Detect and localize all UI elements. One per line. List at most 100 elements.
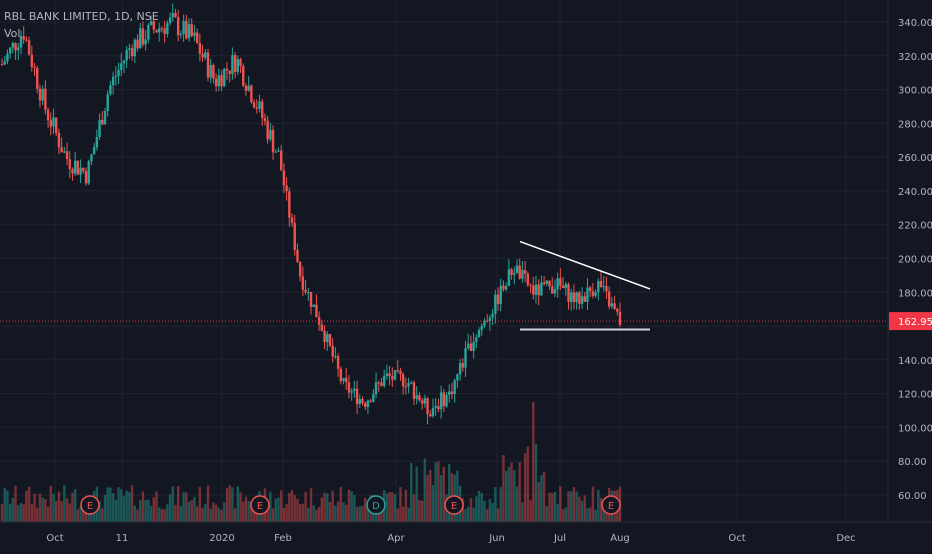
candle-body: [136, 39, 139, 49]
volume-bar: [171, 486, 174, 522]
volume-bar: [461, 498, 464, 522]
candle-body: [52, 117, 55, 127]
volume-bar: [396, 508, 399, 522]
volume-bar: [269, 491, 272, 522]
volume-bar: [350, 491, 353, 522]
volume-bar: [358, 506, 361, 522]
candle-body: [372, 394, 375, 402]
candle-body: [90, 154, 93, 162]
volume-bar: [79, 506, 82, 522]
candle-body: [258, 101, 261, 109]
volume-bar: [0, 503, 4, 522]
volume-bar: [317, 507, 321, 522]
candle-body: [239, 59, 242, 67]
candle-body: [60, 147, 63, 153]
time-axis[interactable]: Oct 11 2020 Feb Apr Jun Jul Aug Oct Dec: [0, 521, 932, 550]
volume-bar: [480, 493, 483, 522]
candle-body: [44, 88, 47, 110]
candle-body: [163, 28, 166, 34]
candle-body: [439, 392, 443, 410]
volume-bar: [52, 493, 55, 522]
candle-body: [117, 69, 120, 77]
volume-bar: [57, 491, 61, 522]
candle-body: [298, 261, 302, 277]
time-tick-label: Jul: [553, 533, 566, 544]
volume-bar: [507, 467, 511, 522]
candle-body: [290, 217, 294, 224]
volume-bar: [41, 497, 44, 522]
candle-body: [575, 292, 578, 303]
candle-body: [472, 342, 475, 352]
volume-bars: [0, 402, 622, 522]
candle-body: [347, 382, 351, 393]
volume-bar: [163, 509, 166, 522]
candle-body: [445, 394, 448, 407]
candle-body: [103, 111, 107, 125]
candle-body: [49, 120, 52, 127]
candle-body: [423, 398, 427, 404]
candle-body: [160, 28, 164, 30]
candle-body: [429, 414, 432, 417]
volume-bar: [415, 466, 418, 522]
event-label: E: [451, 501, 457, 512]
candle-body: [252, 102, 256, 108]
resistance-trendline[interactable]: [519, 240, 651, 290]
earnings-marker[interactable]: E: [80, 495, 100, 515]
candle-body: [591, 291, 595, 296]
candle-body: [518, 265, 521, 279]
candle-body: [147, 24, 150, 40]
candle-body: [453, 380, 456, 395]
candle-body: [68, 159, 71, 170]
volume-bar: [407, 507, 410, 522]
price-axis[interactable]: 60.0080.00100.00120.00140.00160.00180.00…: [887, 0, 932, 550]
volume-bar: [239, 492, 242, 522]
time-tick-label: Aug: [610, 533, 630, 544]
volume-bar: [223, 502, 226, 522]
volume-bar: [68, 503, 71, 522]
candle-body: [277, 150, 280, 152]
volume-bar: [206, 485, 210, 522]
candle-body: [364, 403, 367, 407]
volume-bar: [27, 486, 31, 522]
price-tick-label: 100.00: [898, 423, 932, 434]
volume-bar: [420, 500, 424, 522]
candle-body: [98, 120, 101, 138]
volume-bar: [228, 485, 231, 522]
volume-bar: [65, 498, 69, 522]
volume-bar: [355, 507, 359, 522]
candle-body: [434, 406, 437, 408]
candle-body: [57, 132, 61, 148]
volume-bar: [426, 474, 429, 522]
earnings-marker[interactable]: E: [250, 495, 270, 515]
candle-body: [545, 280, 549, 285]
candle-body: [594, 292, 597, 296]
candle-body: [76, 160, 80, 175]
volume-bar: [214, 504, 218, 522]
candle-body: [323, 330, 326, 343]
dividend-marker[interactable]: D: [366, 495, 386, 515]
candle-body: [369, 400, 372, 402]
volume-bar: [429, 469, 432, 522]
candle-body: [355, 388, 359, 405]
candle-body: [201, 53, 204, 58]
candle-body: [141, 28, 145, 45]
candle-body: [418, 395, 421, 401]
price-tick-label: 200.00: [898, 255, 932, 266]
earnings-marker[interactable]: E: [444, 495, 464, 515]
candle-body: [149, 21, 153, 25]
volume-bar: [166, 504, 169, 522]
candle-body: [548, 280, 551, 287]
volume-bar: [38, 493, 42, 522]
candle-body: [263, 117, 267, 121]
volume-bar: [231, 487, 234, 522]
volume-bar: [491, 503, 494, 522]
volume-bar: [114, 499, 118, 522]
volume-bar: [597, 489, 600, 522]
volume-bar: [393, 494, 397, 522]
earnings-marker[interactable]: E: [601, 495, 621, 515]
candle-body: [583, 296, 586, 302]
candle-body: [206, 52, 210, 78]
candle-body: [282, 170, 286, 186]
candle-body: [8, 47, 12, 54]
